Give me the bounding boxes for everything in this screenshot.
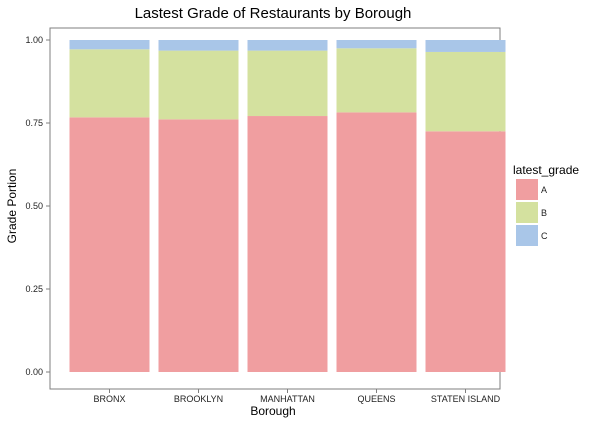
x-tick-label-queens: QUEENS: [357, 394, 395, 404]
bar-manhattan-a: [247, 116, 328, 372]
x-tick-label-manhattan: MANHATTAN: [260, 394, 315, 404]
legend: A B C: [516, 179, 548, 246]
y-tick-label: 0.75: [25, 118, 43, 128]
y-tick-label: 0.00: [25, 367, 43, 377]
bar-manhattan-c: [247, 40, 328, 51]
legend-key-b: [516, 202, 538, 223]
legend-key-c: [516, 225, 538, 246]
bar-brooklyn-a: [158, 119, 239, 372]
bar-bronx-a: [69, 117, 150, 372]
legend-label-c: C: [541, 231, 548, 241]
x-tick-label-bronx: BRONX: [93, 394, 125, 404]
bar-manhattan-b: [247, 50, 328, 117]
chart-title: Lastest Grade of Restaurants by Borough: [135, 5, 412, 22]
x-tick-label-brooklyn: BROOKLYN: [174, 394, 223, 404]
x-axis-title: Borough: [250, 404, 295, 418]
bar-staten-island-a: [425, 131, 506, 372]
x-axis: BRONX BROOKLYN MANHATTAN QUEENS STATEN ISLAN…: [93, 389, 501, 404]
bar-brooklyn-c: [158, 40, 239, 51]
bar-queens-c: [336, 40, 417, 49]
y-tick-label: 0.25: [25, 284, 43, 294]
bar-staten-island-b: [425, 51, 506, 132]
legend-key-a: [516, 179, 538, 200]
bar-brooklyn-b: [158, 50, 239, 120]
legend-label-a: A: [541, 185, 547, 195]
legend-label-b: B: [541, 208, 547, 218]
legend-title: latest_grade: [513, 163, 579, 177]
y-axis-title: Grade Portion: [5, 169, 19, 244]
bar-staten-island-c: [425, 40, 506, 52]
y-tick-label: 1.00: [25, 35, 43, 45]
bar-queens-b: [336, 48, 417, 113]
y-axis: 0.00 0.25 0.50 0.75 1.00: [25, 35, 50, 377]
x-tick-label-staten-island: STATEN ISLAND: [431, 394, 501, 404]
bars-layer: [69, 40, 506, 372]
y-tick-label: 0.50: [25, 201, 43, 211]
bar-bronx-b: [69, 49, 150, 118]
bar-queens-a: [336, 112, 417, 372]
bar-bronx-c: [69, 40, 150, 50]
